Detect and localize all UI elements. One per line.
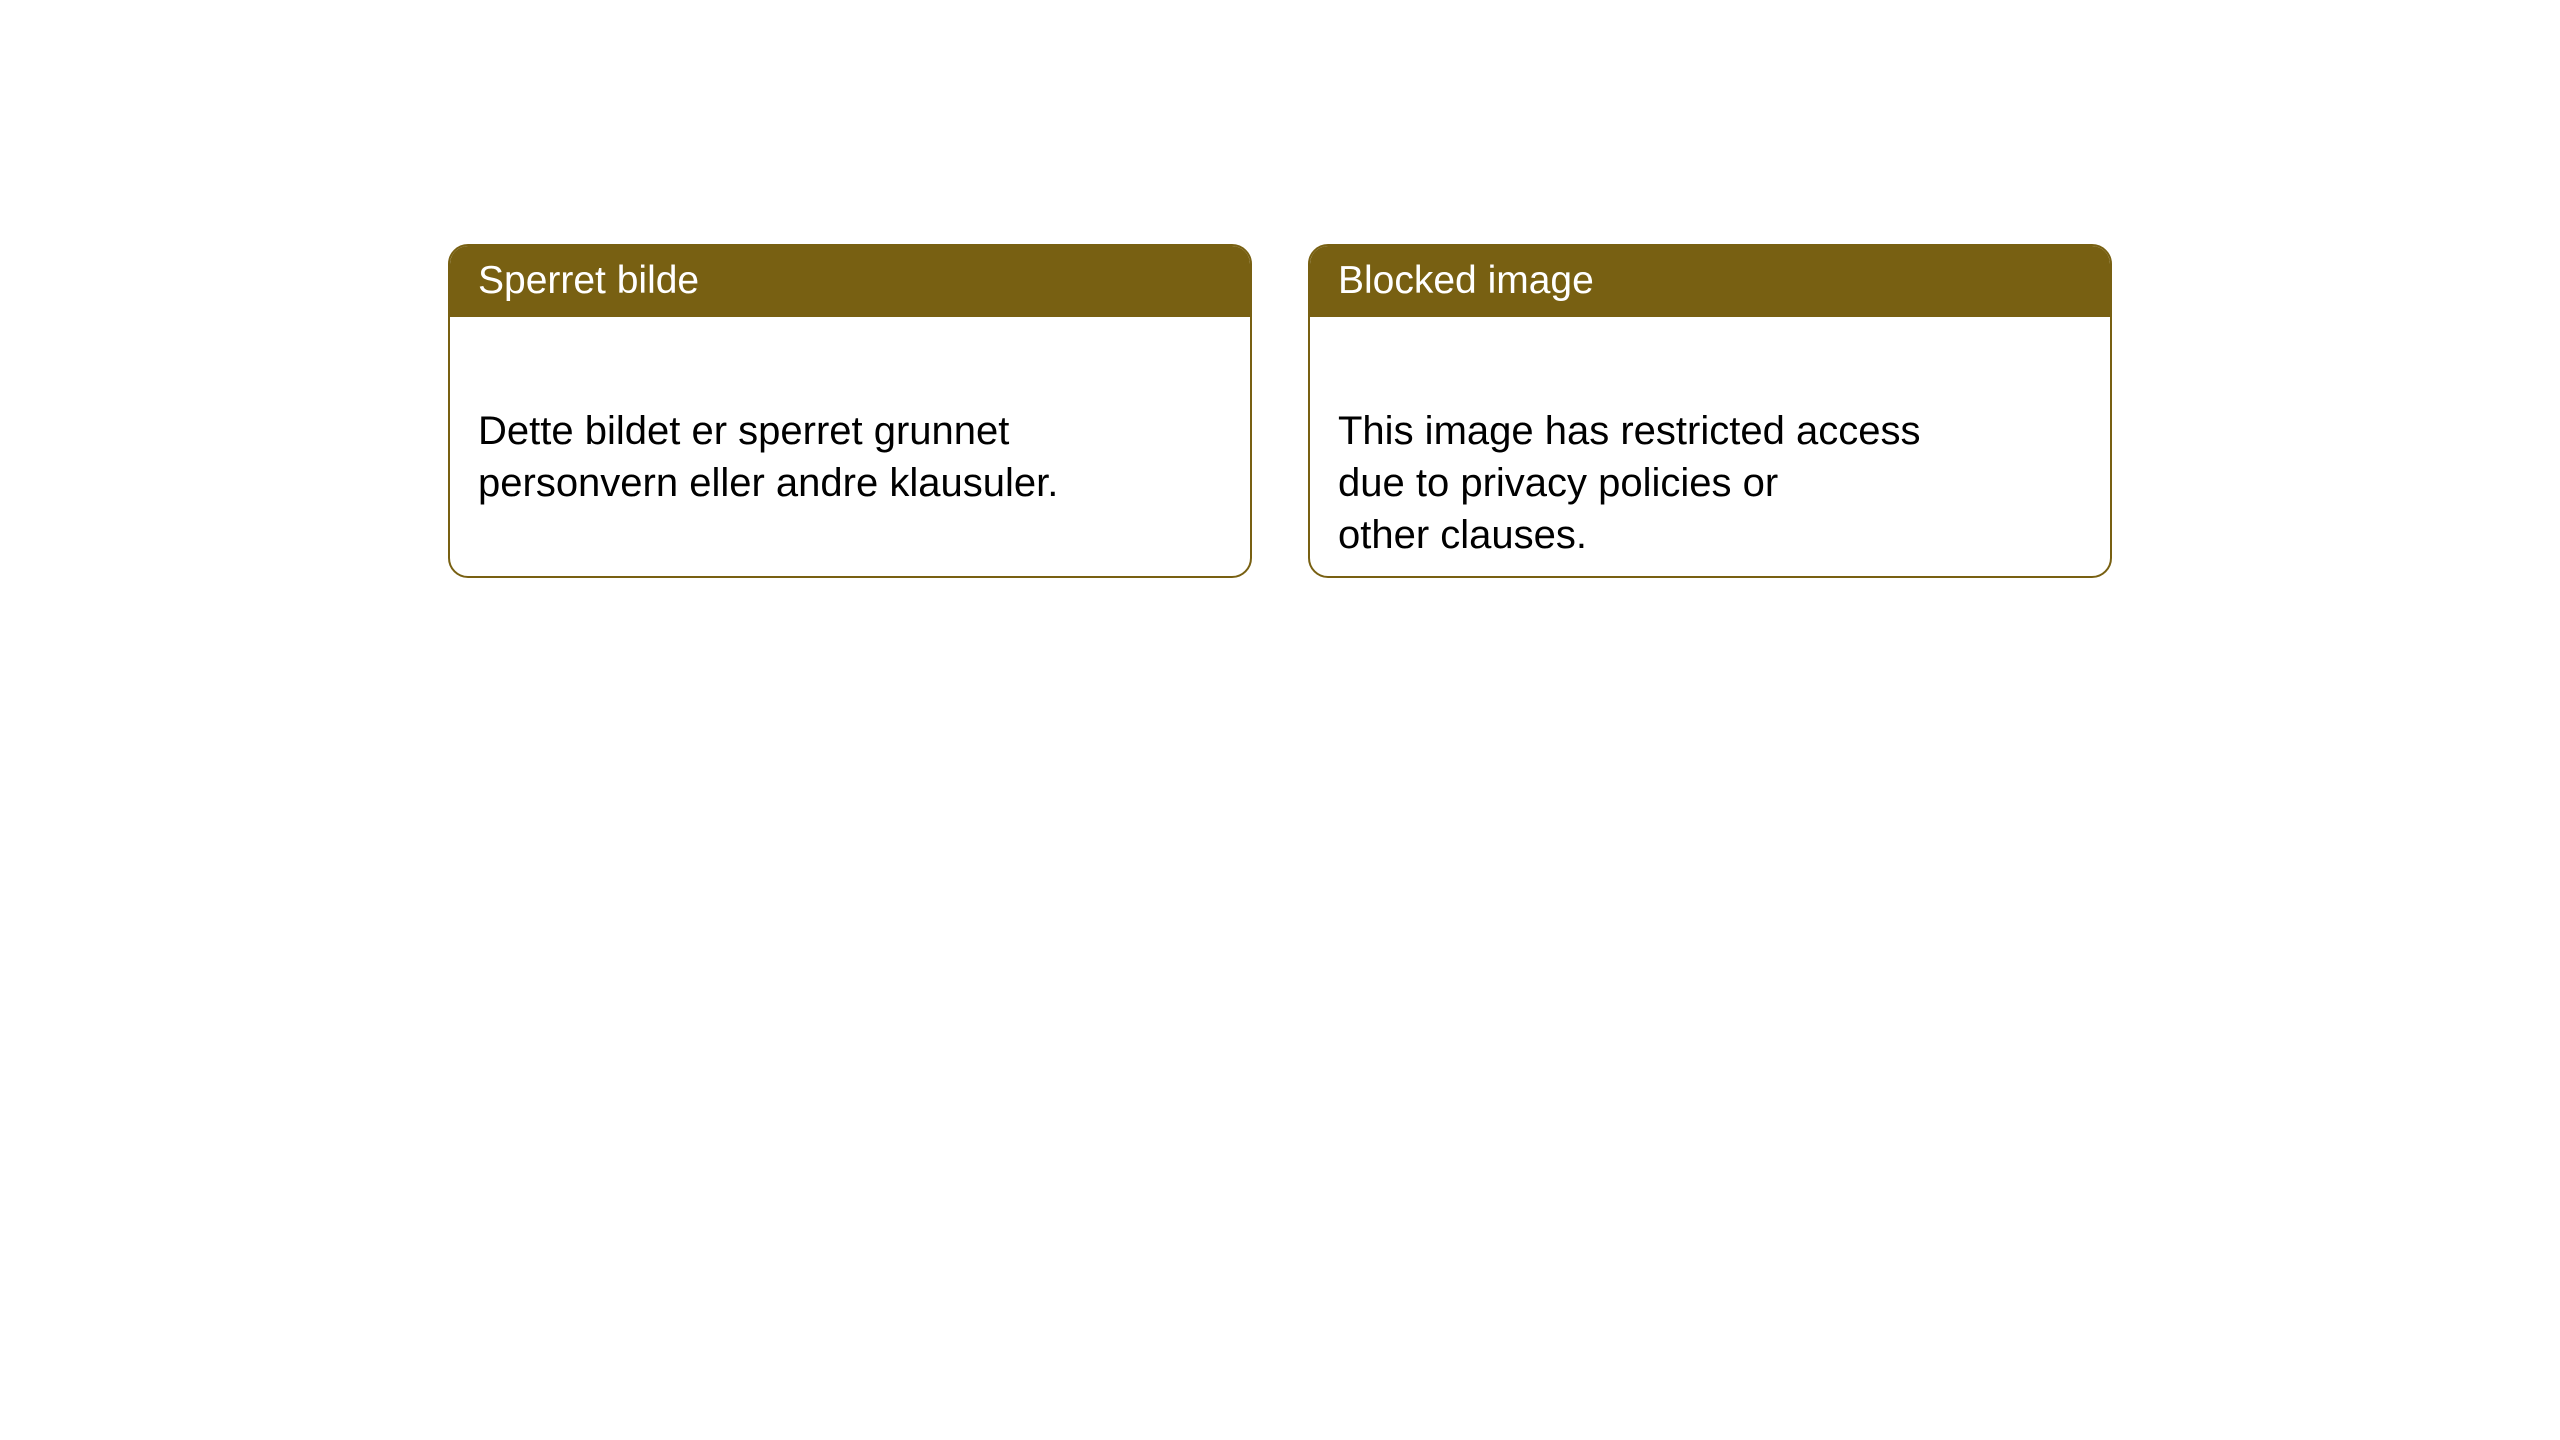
- card-body-text: This image has restricted access due to …: [1338, 409, 1920, 557]
- notice-card-norwegian: Sperret bilde Dette bildet er sperret gr…: [448, 244, 1252, 578]
- notice-cards-container: Sperret bilde Dette bildet er sperret gr…: [448, 244, 2112, 578]
- card-title: Blocked image: [1338, 259, 1594, 302]
- card-header: Blocked image: [1310, 246, 2110, 317]
- card-body: This image has restricted access due to …: [1310, 317, 2110, 578]
- card-body-text: Dette bildet er sperret grunnet personve…: [478, 409, 1058, 505]
- card-body: Dette bildet er sperret grunnet personve…: [450, 317, 1250, 545]
- card-header: Sperret bilde: [450, 246, 1250, 317]
- card-title: Sperret bilde: [478, 259, 699, 302]
- notice-card-english: Blocked image This image has restricted …: [1308, 244, 2112, 578]
